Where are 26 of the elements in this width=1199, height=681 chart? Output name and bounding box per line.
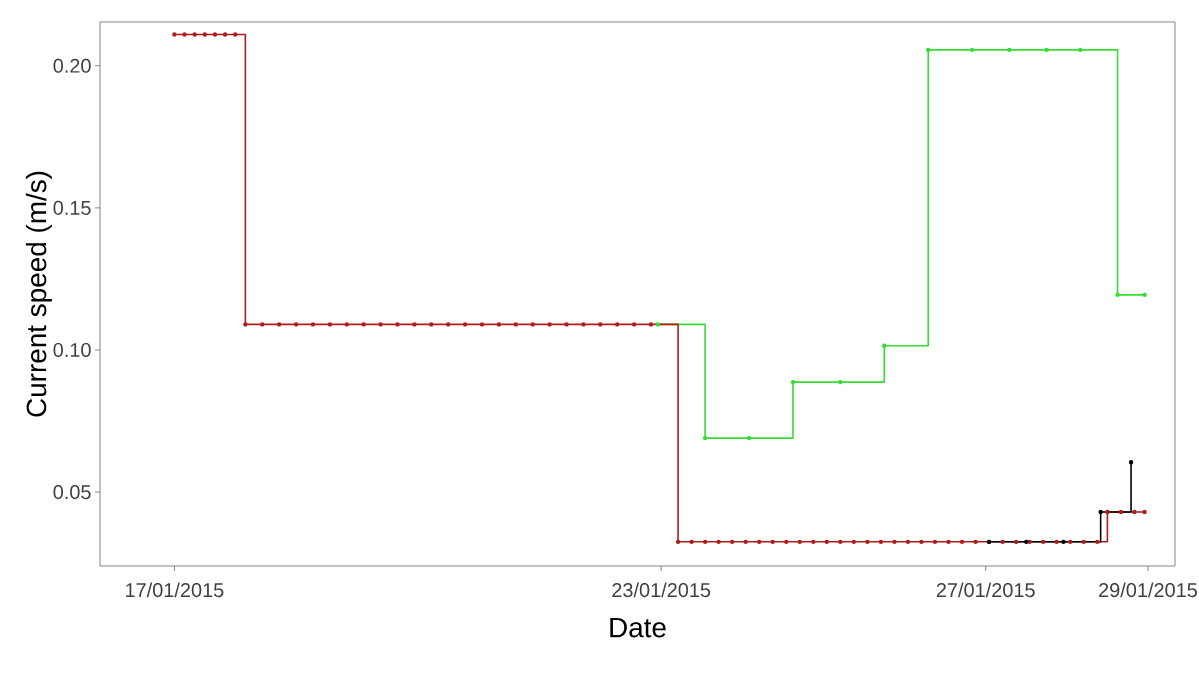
y-tick-label: 0.05	[53, 485, 91, 500]
x-tick-label: 17/01/2015	[126, 582, 224, 598]
point	[702, 435, 708, 441]
y-axis-title: Current speed (m/s)	[25, 171, 52, 417]
x-tick-label: 23/01/2015	[612, 582, 711, 598]
point	[1098, 509, 1103, 515]
point	[1044, 47, 1049, 53]
point	[655, 322, 660, 327]
point	[969, 47, 975, 53]
point	[1115, 292, 1120, 298]
x-tick-label: 27/01/2015	[936, 582, 1035, 598]
point	[882, 343, 887, 348]
point	[1128, 460, 1134, 465]
x-tick-label: 29/01/2015	[1099, 582, 1197, 598]
point	[1007, 47, 1012, 53]
point	[1078, 47, 1083, 53]
point	[1061, 539, 1066, 545]
y-tick-label: 0.10	[53, 342, 91, 358]
point	[1142, 292, 1147, 298]
point	[746, 435, 752, 441]
y-tick-label: 0.15	[53, 200, 91, 215]
point	[838, 379, 843, 385]
point	[926, 47, 931, 53]
x-axis-title: Date	[610, 617, 666, 638]
y-tick-label: 0.20	[53, 58, 91, 73]
point	[790, 379, 796, 385]
